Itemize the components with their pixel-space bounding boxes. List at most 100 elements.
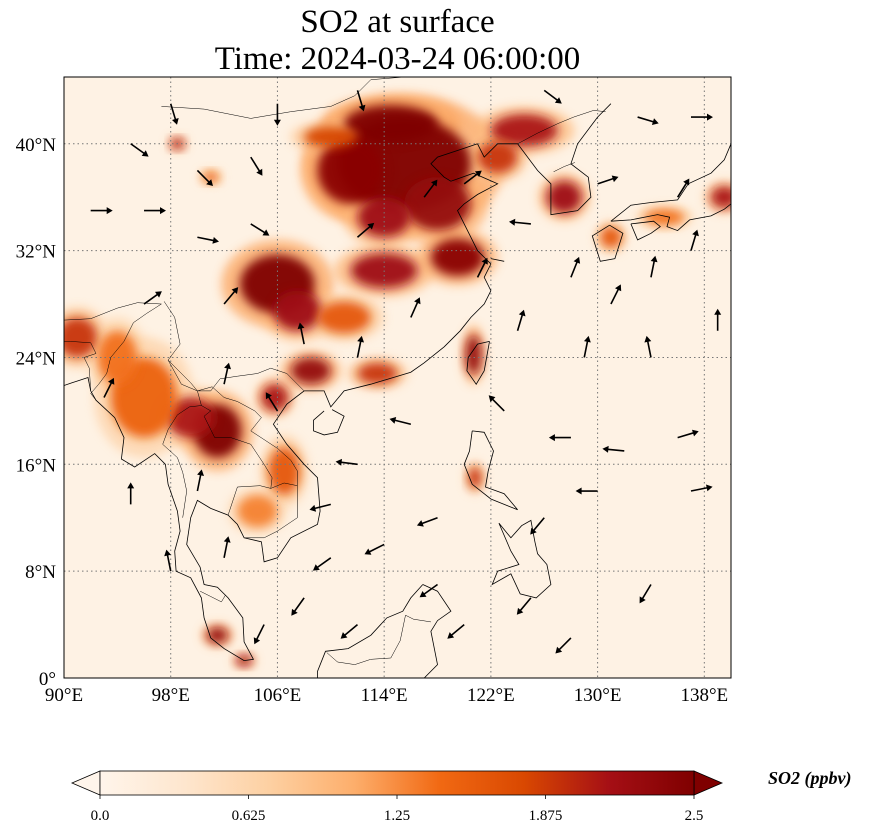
coastline: [610, 190, 731, 232]
country-border: [553, 162, 575, 173]
wind-arrow: [488, 395, 505, 412]
coastline: [317, 584, 424, 678]
title-line-2: Time: 2024-03-24 06:00:00: [214, 41, 581, 77]
map-frame: [63, 76, 732, 679]
wind-arrow: [548, 434, 571, 442]
colorbar-tick-label: 0.625: [232, 808, 266, 824]
lon-tick-label: 106°E: [254, 685, 302, 706]
lat-tick-label: 32°N: [16, 242, 57, 263]
country-border: [64, 302, 162, 321]
colorbar-tick-label: 1.25: [384, 808, 410, 824]
wind-arrow: [644, 335, 652, 358]
so2-hotspot: [490, 114, 558, 147]
coastline: [490, 258, 505, 262]
country-border: [197, 386, 298, 486]
so2-hotspot: [600, 226, 622, 248]
so2-field: [64, 93, 731, 669]
coastline: [64, 143, 499, 662]
coastline: [591, 224, 624, 262]
so2-hotspot: [546, 181, 582, 214]
so2-hotspot: [468, 466, 482, 489]
country-border: [326, 615, 406, 665]
graticule: [64, 77, 731, 678]
wind-arrow: [676, 178, 690, 198]
wind-arrow: [103, 377, 115, 398]
so2-hotspot: [273, 290, 322, 331]
wind-arrow: [516, 597, 532, 615]
wind-arrow: [570, 256, 581, 278]
wind-arrow: [340, 623, 358, 639]
colorbar-min-extend: [70, 770, 101, 796]
wind-arrow: [356, 335, 364, 358]
wind-arrow: [223, 362, 231, 385]
so2-hotspot: [261, 384, 289, 411]
lat-tick-label: 0°: [39, 669, 56, 690]
wind-arrow: [416, 516, 438, 527]
lon-tick-label: 130°E: [574, 685, 622, 706]
lon-tick-label: 90°E: [45, 685, 83, 706]
wind-arrow: [223, 287, 239, 305]
wind-arrow: [356, 222, 375, 238]
coastlines: [64, 77, 731, 678]
country-border: [90, 303, 162, 394]
so2-hotspot: [357, 362, 398, 385]
wind-arrow: [356, 90, 366, 112]
wind-arrow: [650, 255, 658, 278]
wind-arrow: [530, 517, 545, 535]
coastline: [491, 519, 552, 599]
wind-arrow: [273, 103, 281, 126]
so2-hotspot: [166, 397, 215, 438]
colorbar-label: SO2 (ppbv): [768, 768, 852, 788]
wind-arrow: [677, 429, 699, 439]
wind-arrow: [309, 503, 331, 512]
wind-arrow: [250, 223, 270, 236]
wind-arrow: [144, 207, 166, 215]
longitude-tick-labels: 90°E 98°E 106°E 114°E 122°E 130°E 138°E: [45, 685, 728, 706]
so2-hotspot: [477, 141, 518, 174]
country-border: [90, 393, 97, 401]
so2-hotspot: [268, 446, 301, 496]
wind-arrow: [509, 218, 531, 226]
wind-arrow: [196, 169, 213, 186]
so2-hotspot: [465, 334, 482, 375]
wind-arrow: [223, 536, 231, 558]
so2-hotspot: [290, 357, 331, 385]
colorbar: 0.0 0.625 1.25 1.875 2.5: [70, 770, 724, 824]
wind-arrow: [419, 583, 438, 598]
coastline: [466, 341, 490, 385]
wind-arrow: [690, 113, 713, 121]
wind-arrow: [164, 549, 172, 572]
wind-arrow: [410, 297, 421, 318]
so2-hotspot: [317, 301, 371, 334]
wind-arrow: [250, 156, 263, 176]
so2-hotspot: [430, 238, 485, 276]
wind-arrow: [297, 322, 305, 345]
wind-arrow: [335, 458, 358, 466]
so2-hotspot: [97, 330, 138, 385]
lat-tick-label: 24°N: [16, 348, 57, 369]
wind-arrow: [312, 557, 332, 571]
country-border: [167, 359, 298, 539]
coastline: [422, 584, 452, 678]
wind-arrow: [291, 597, 305, 616]
wind-arrow: [575, 487, 598, 495]
colorbar-tick-label: 2.5: [685, 808, 704, 824]
so2-hotspot: [237, 495, 278, 528]
wind-arrow: [130, 143, 149, 157]
wind-arrow: [602, 445, 625, 453]
country-border: [199, 590, 226, 603]
so2-hotspot: [644, 209, 685, 226]
wind-arrow: [423, 179, 438, 198]
country-border: [177, 405, 202, 416]
country-border: [517, 110, 606, 145]
wind-arrow: [169, 103, 179, 125]
colorbar-max-extend: [693, 770, 724, 796]
coastline: [313, 409, 345, 436]
so2-hotspot: [710, 186, 731, 208]
wind-arrow: [143, 291, 162, 305]
wind-arrow: [265, 392, 279, 412]
latitude-tick-labels: 0° 8°N 16°N 24°N 32°N 40°N: [16, 135, 57, 690]
wind-arrow: [690, 484, 713, 492]
wind-arrow: [364, 543, 385, 555]
